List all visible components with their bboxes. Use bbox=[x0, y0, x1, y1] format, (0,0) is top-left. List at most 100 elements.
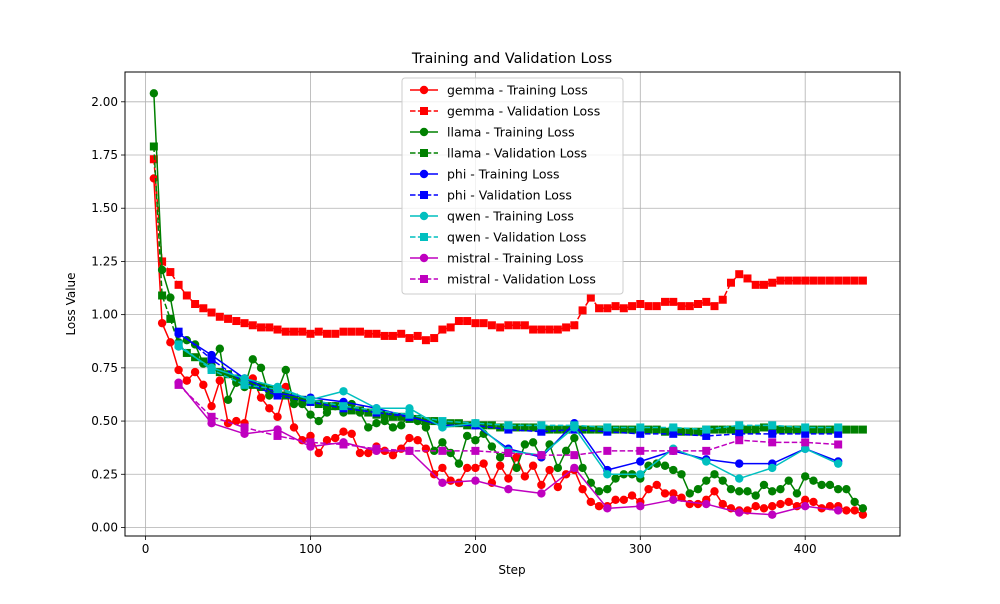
y-tick-label: 1.50 bbox=[91, 201, 118, 215]
legend-label: gemma - Training Loss bbox=[447, 83, 588, 98]
data-point-square bbox=[850, 276, 859, 285]
y-tick-label: 1.25 bbox=[91, 254, 118, 268]
data-point-square bbox=[339, 327, 348, 336]
data-point-circle bbox=[759, 480, 769, 490]
data-point-circle bbox=[364, 448, 373, 458]
data-point-circle bbox=[462, 431, 472, 441]
data-point-circle bbox=[396, 444, 406, 453]
data-point-square bbox=[232, 374, 241, 383]
data-point-square bbox=[603, 423, 612, 432]
data-point-circle bbox=[702, 457, 711, 466]
data-point-square bbox=[628, 425, 637, 434]
data-point-square bbox=[215, 368, 224, 377]
data-point-circle bbox=[190, 367, 200, 377]
data-point-square bbox=[446, 323, 455, 332]
legend-item: mistral - Validation Loss bbox=[410, 272, 596, 287]
legend-marker-circle bbox=[419, 85, 429, 95]
data-point-square bbox=[504, 448, 513, 457]
legend-label: mistral - Validation Loss bbox=[447, 272, 596, 287]
data-point-circle bbox=[669, 489, 678, 498]
data-point-square bbox=[570, 451, 579, 460]
data-point-square bbox=[735, 425, 744, 434]
data-point-square bbox=[504, 321, 513, 330]
data-point-square bbox=[306, 438, 315, 447]
data-point-square bbox=[364, 329, 373, 338]
data-point-circle bbox=[800, 502, 810, 511]
data-point-circle bbox=[784, 497, 793, 507]
data-point-square bbox=[735, 421, 744, 430]
data-point-square bbox=[619, 425, 628, 434]
data-point-circle bbox=[388, 423, 398, 432]
data-point-square bbox=[834, 423, 843, 432]
x-tick-label: 100 bbox=[299, 542, 322, 556]
data-point-square bbox=[537, 427, 546, 436]
data-point-square bbox=[240, 423, 249, 432]
data-point-circle bbox=[454, 478, 464, 487]
data-point-square bbox=[776, 425, 785, 434]
data-point-circle bbox=[215, 344, 225, 353]
data-point-square bbox=[792, 425, 801, 434]
series-qwen-validation-loss bbox=[174, 340, 843, 434]
data-point-square bbox=[743, 274, 752, 283]
chart-title: Training and Validation Loss bbox=[411, 51, 612, 67]
data-point-circle bbox=[149, 89, 159, 98]
data-point-square bbox=[512, 321, 521, 330]
data-point-square bbox=[290, 327, 299, 336]
axis-layer: 0 100 200 300 400 0.00 0.25 0.50 0.75 1.00 1.25 1.5… bbox=[91, 95, 816, 556]
data-point-square bbox=[520, 321, 529, 330]
data-point-square bbox=[339, 440, 348, 449]
data-point-circle bbox=[454, 459, 464, 468]
data-point-circle bbox=[265, 404, 274, 413]
x-tick-label: 200 bbox=[464, 542, 487, 556]
data-point-circle bbox=[174, 365, 183, 375]
data-point-square bbox=[166, 268, 175, 277]
data-point-square bbox=[751, 280, 760, 289]
y-tick-label: 1.75 bbox=[91, 148, 118, 162]
data-point-square bbox=[644, 425, 653, 434]
data-point-square bbox=[702, 425, 711, 434]
legend-item: mistral - Training Loss bbox=[410, 251, 584, 266]
data-point-circle bbox=[800, 495, 810, 505]
y-tick-label: 0.25 bbox=[91, 467, 118, 481]
data-point-circle bbox=[751, 502, 760, 511]
data-point-circle bbox=[850, 497, 859, 507]
data-point-circle bbox=[660, 461, 670, 470]
data-point-square bbox=[454, 419, 463, 428]
data-point-square bbox=[718, 425, 727, 434]
data-point-square bbox=[380, 331, 389, 340]
data-point-square bbox=[430, 417, 439, 426]
data-point-square bbox=[768, 429, 777, 438]
data-point-circle bbox=[223, 395, 233, 404]
data-point-circle bbox=[215, 376, 225, 385]
data-point-square bbox=[215, 312, 224, 321]
data-point-circle bbox=[726, 484, 736, 494]
data-point-square bbox=[801, 438, 810, 447]
data-point-square bbox=[306, 395, 315, 404]
data-point-circle bbox=[768, 463, 777, 473]
data-point-square bbox=[281, 327, 290, 336]
data-point-square bbox=[644, 302, 653, 311]
data-point-circle bbox=[537, 480, 546, 490]
data-point-circle bbox=[644, 461, 653, 470]
data-point-circle bbox=[339, 427, 348, 436]
data-point-square bbox=[504, 425, 513, 434]
data-point-square bbox=[537, 421, 546, 430]
data-point-circle bbox=[594, 502, 604, 511]
data-point-square bbox=[809, 276, 818, 285]
data-point-square bbox=[496, 323, 505, 332]
data-point-circle bbox=[809, 476, 818, 485]
data-point-square bbox=[479, 421, 488, 430]
data-point-square bbox=[537, 451, 546, 460]
data-point-circle bbox=[520, 440, 530, 449]
data-point-circle bbox=[199, 380, 208, 390]
data-point-circle bbox=[339, 387, 348, 396]
data-point-square bbox=[463, 317, 472, 326]
data-point-square bbox=[413, 331, 422, 340]
legend-item: gemma - Training Loss bbox=[410, 83, 588, 98]
data-point-circle bbox=[322, 436, 332, 445]
data-point-square bbox=[784, 425, 793, 434]
data-point-circle bbox=[768, 487, 777, 496]
data-point-square bbox=[669, 429, 678, 438]
data-point-square bbox=[421, 336, 430, 345]
data-point-square bbox=[677, 302, 686, 311]
